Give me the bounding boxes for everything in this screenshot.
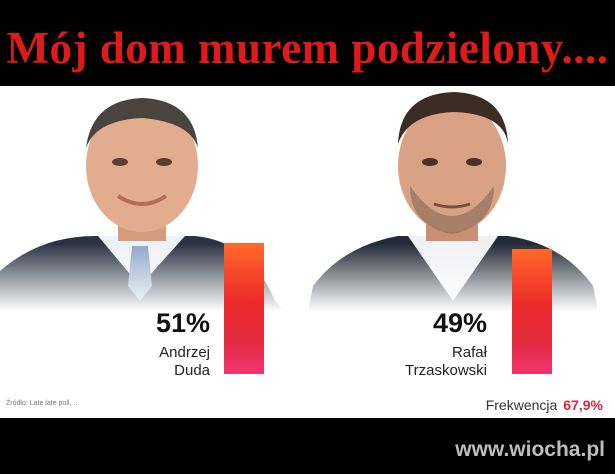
footer-bar: www.wiocha.pl xyxy=(0,418,615,474)
header-bar: Mój dom murem podzielony.... xyxy=(0,0,615,86)
results-panel: 51% Andrzej Duda 49% Rafał Trzaskowski Ź… xyxy=(0,86,615,418)
turnout-value: 67,9% xyxy=(563,397,603,413)
source-note: Źródło: Late late poll, ... xyxy=(6,400,80,407)
turnout-label: Frekwencja xyxy=(485,397,558,413)
first-name-left: Andrzej xyxy=(159,344,210,361)
result-bar-right xyxy=(512,249,552,374)
watermark: www.wiocha.pl xyxy=(455,438,605,461)
turnout: Frekwencja 67,9% xyxy=(486,397,603,413)
percent-left: 51% xyxy=(155,308,210,338)
first-name-right: Rafał xyxy=(451,344,487,361)
result-bar-left xyxy=(224,243,264,374)
last-name-right: Trzaskowski xyxy=(405,362,487,379)
last-name-left: Duda xyxy=(174,362,210,379)
candidate-portrait-right xyxy=(308,86,608,311)
percent-right: 49% xyxy=(432,308,487,338)
headline: Mój dom murem podzielony.... xyxy=(6,23,609,73)
